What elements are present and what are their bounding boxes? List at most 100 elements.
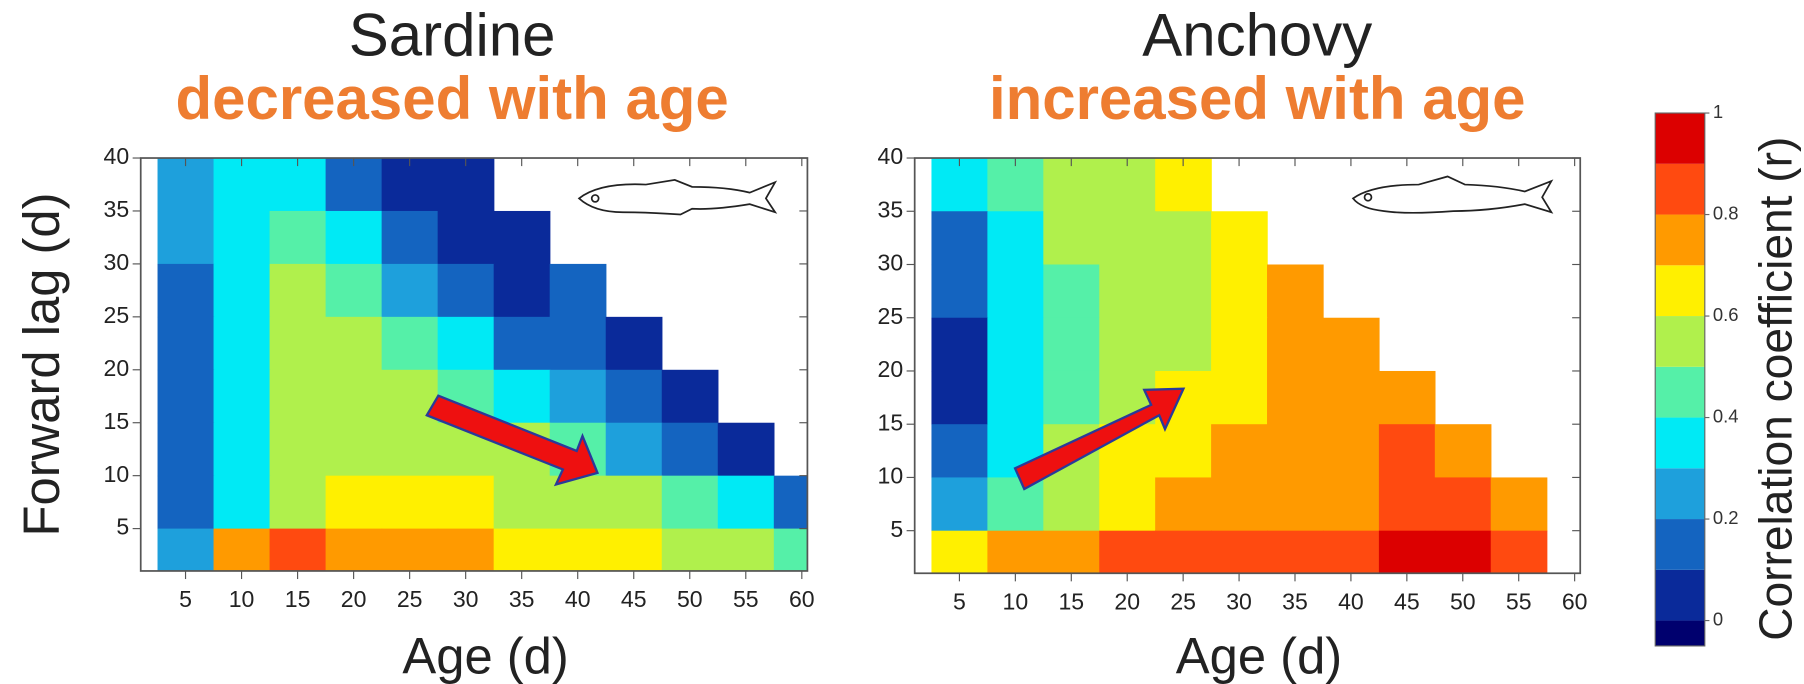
contour-cell xyxy=(605,528,663,571)
contour-cell xyxy=(931,530,989,574)
y-tick-label: 30 xyxy=(878,250,904,276)
x-tick-label: 20 xyxy=(1114,588,1140,614)
contour-cell xyxy=(157,422,215,477)
contour-cell xyxy=(269,528,327,571)
contour-cell xyxy=(269,158,327,212)
x-axis-label: Age (d) xyxy=(402,628,568,684)
y-axis-label: Forward lag (d) xyxy=(13,192,70,536)
contour-cell xyxy=(213,210,271,265)
contour-cell xyxy=(605,369,663,424)
arrow xyxy=(425,394,600,487)
contour-cell xyxy=(1155,264,1212,319)
contour-cell xyxy=(269,316,327,371)
contour-cell xyxy=(1378,530,1436,574)
contour-cell xyxy=(437,263,495,318)
contour-cell xyxy=(1490,530,1548,574)
x-tick-label: 25 xyxy=(397,586,423,612)
contour-cell xyxy=(269,475,327,530)
x-tick-label: 30 xyxy=(453,586,479,612)
contour-cell xyxy=(381,316,439,371)
y-tick-label: 10 xyxy=(878,463,904,489)
contour-cell xyxy=(269,369,327,424)
contour-cell xyxy=(1322,477,1380,532)
contour-cell xyxy=(1434,477,1492,532)
colorbar-tick-label: 1 xyxy=(1713,101,1723,122)
contour-cell xyxy=(549,316,607,371)
contour-cell xyxy=(1043,211,1100,266)
y-tick-label: 25 xyxy=(878,303,904,329)
contour-field xyxy=(931,158,1548,574)
contour-cell xyxy=(157,210,215,265)
x-tick-label: 60 xyxy=(1562,588,1588,614)
contour-cell xyxy=(717,528,775,571)
y-tick-label: 40 xyxy=(104,143,130,169)
contour-cell xyxy=(987,211,1045,266)
y-tick-label: 15 xyxy=(104,408,130,434)
contour-cell xyxy=(1043,264,1100,319)
y-tick-label: 5 xyxy=(890,516,903,542)
contour-cell xyxy=(1322,370,1380,425)
contour-cell xyxy=(1155,211,1212,266)
x-tick-label: 15 xyxy=(285,586,311,612)
chart-subtitle: decreased with age xyxy=(176,65,729,132)
x-tick-label: 35 xyxy=(509,586,535,612)
y-tick-label: 30 xyxy=(104,249,130,275)
x-tick-label: 25 xyxy=(1170,588,1196,614)
y-tick-label: 20 xyxy=(878,356,904,382)
contour-cell xyxy=(1267,477,1324,532)
colorbar-band xyxy=(1655,163,1705,215)
contour-cell xyxy=(1099,317,1156,372)
contour-cell xyxy=(1211,477,1268,532)
contour-cell xyxy=(1155,477,1212,532)
contour-cell xyxy=(1322,317,1380,372)
contour-cell xyxy=(493,263,551,318)
contour-cell xyxy=(1211,211,1268,266)
contour-cell xyxy=(1155,158,1212,212)
contour-cell xyxy=(1155,530,1212,574)
contour-cell xyxy=(213,475,271,530)
contour-cell xyxy=(325,158,383,212)
x-tick-label: 45 xyxy=(1394,588,1420,614)
contour-cell xyxy=(1267,370,1324,425)
contour-cell xyxy=(157,158,215,212)
contour-cell xyxy=(213,422,271,477)
contour-cell xyxy=(1155,424,1212,479)
contour-cell xyxy=(717,475,775,530)
x-tick-label: 55 xyxy=(733,586,759,612)
contour-cell xyxy=(325,369,383,424)
contour-cell xyxy=(931,424,989,479)
contour-cell xyxy=(493,210,551,265)
contour-cell xyxy=(773,528,808,571)
contour-cell xyxy=(437,475,495,530)
x-tick-label: 45 xyxy=(621,586,647,612)
contour-cell xyxy=(1043,158,1100,212)
contour-cell xyxy=(931,158,989,212)
contour-cell xyxy=(269,263,327,318)
contour-cell xyxy=(1043,370,1100,425)
contour-cell xyxy=(1211,264,1268,319)
contour-cell xyxy=(437,528,495,571)
contour-cell xyxy=(213,369,271,424)
contour-cell xyxy=(493,316,551,371)
contour-cell xyxy=(325,422,383,477)
contour-cell xyxy=(1211,530,1268,574)
contour-cell xyxy=(437,158,495,212)
y-tick-label: 25 xyxy=(104,302,130,328)
contour-cell xyxy=(773,475,808,530)
contour-cell xyxy=(381,158,439,212)
contour-cell xyxy=(381,263,439,318)
contour-cell xyxy=(1267,530,1324,574)
x-tick-label: 10 xyxy=(229,586,255,612)
contour-cell xyxy=(493,369,551,424)
contour-cell xyxy=(157,369,215,424)
contour-cell xyxy=(381,475,439,530)
contour-cell xyxy=(1267,317,1324,372)
colorbar-tick-label: 0.6 xyxy=(1713,304,1739,325)
contour-cell xyxy=(717,422,775,477)
x-tick-label: 20 xyxy=(341,586,367,612)
plot-frame xyxy=(139,157,809,572)
colorbar-frame xyxy=(1654,112,1706,647)
contour-cell xyxy=(1099,264,1156,319)
x-tick-label: 40 xyxy=(565,586,591,612)
